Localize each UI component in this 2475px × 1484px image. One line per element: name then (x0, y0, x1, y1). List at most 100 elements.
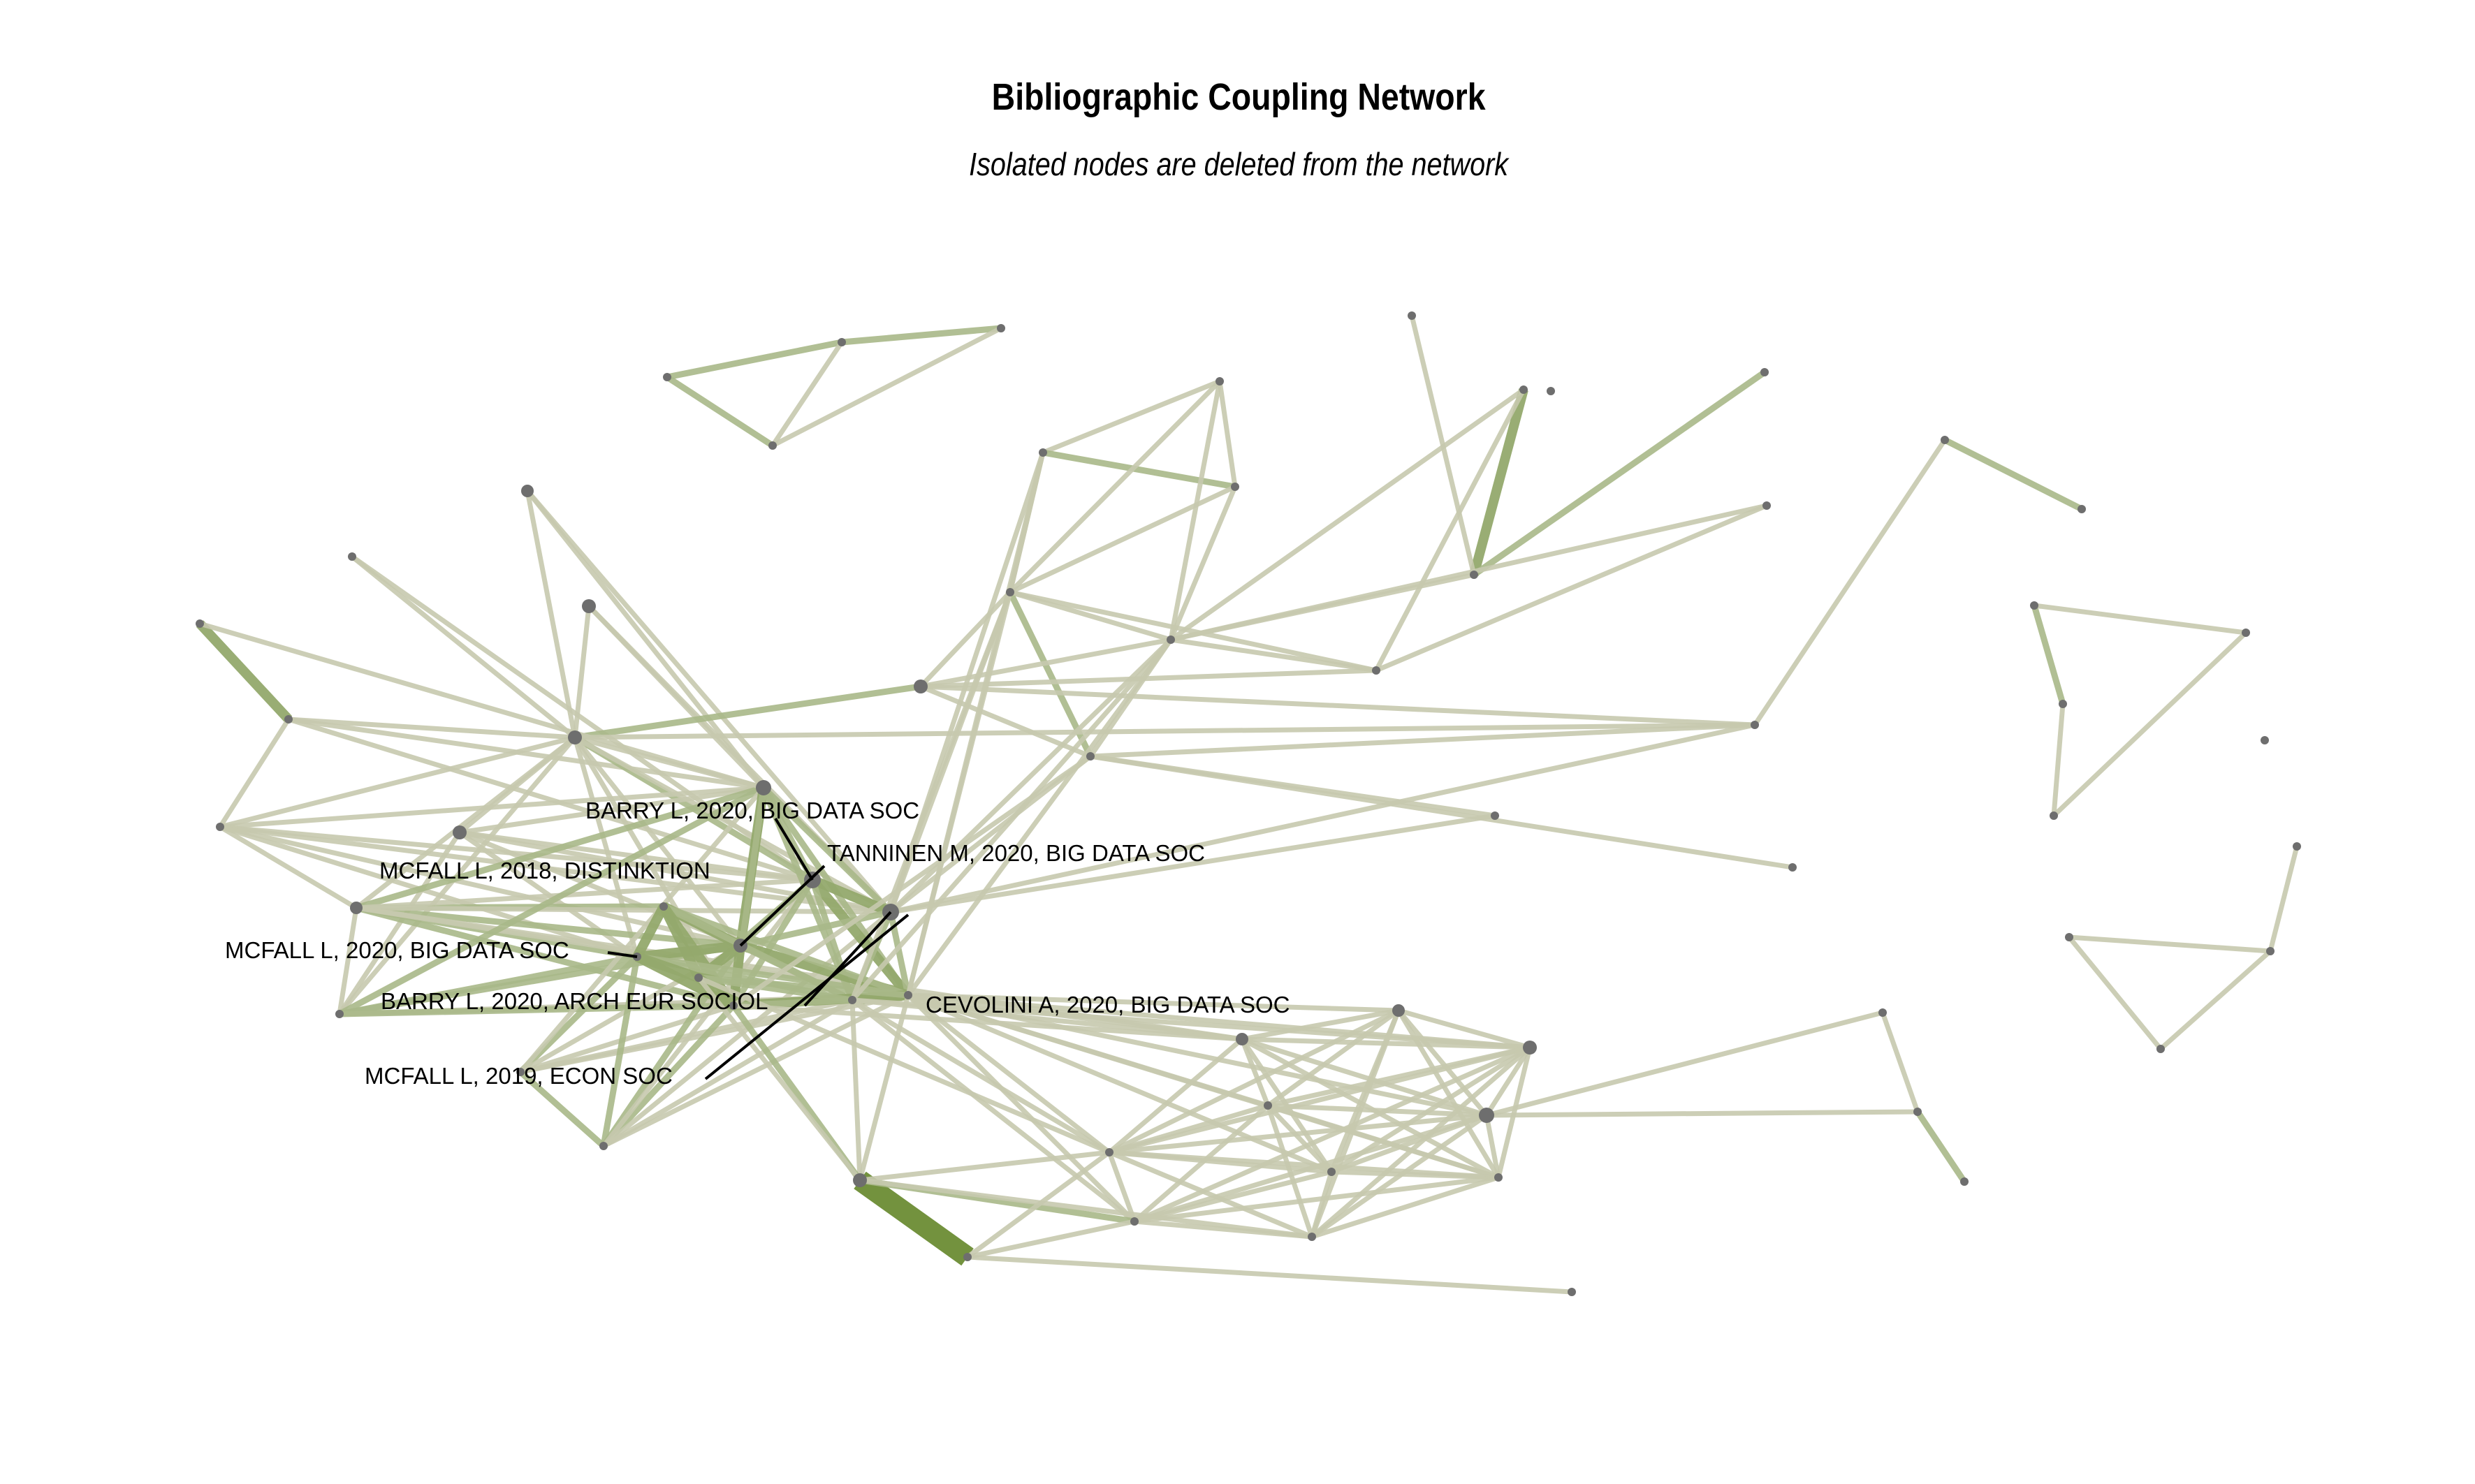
network-node (1105, 1148, 1114, 1156)
network-node (1130, 1217, 1139, 1226)
network-edge (355, 904, 735, 1009)
network-edge (849, 999, 863, 1181)
network-edge (1267, 1103, 1487, 1118)
network-edge (1373, 388, 1526, 672)
network-edge (1108, 1008, 1400, 1155)
network-edge (1486, 1010, 1883, 1118)
network-node (2050, 811, 2058, 820)
network-edge (1396, 1009, 1501, 1179)
network-edge (1266, 1008, 1401, 1108)
network-edge (1108, 1149, 1313, 1240)
network-edge (1134, 1169, 1332, 1224)
network-edge (666, 339, 842, 381)
network-node (1215, 377, 1224, 385)
network-node (1372, 666, 1380, 675)
label-layer: BARRY L, 2020, BIG DATA SOC TANNINEN M, 2… (225, 798, 1290, 1089)
node-label: BARRY L, 2020, ARCH EUR SOCIOL (381, 988, 768, 1014)
network-edge (1469, 388, 1528, 576)
network-node (1878, 1008, 1887, 1017)
network-node (284, 715, 293, 723)
network-edge (1109, 1045, 1531, 1155)
edge-layer (196, 315, 2300, 1295)
network-node (335, 1010, 344, 1018)
network-edge (854, 1171, 974, 1266)
network-edge (731, 754, 1093, 1008)
network-edge (920, 684, 1755, 728)
network-node (904, 991, 912, 999)
network-node (2078, 505, 2086, 513)
network-node (1167, 636, 1175, 644)
network-edge (288, 717, 576, 740)
node-label: MCFALL L, 2018, DISTINKTION (379, 858, 710, 883)
network-edge (1310, 1045, 1532, 1239)
network-node (1236, 1033, 1248, 1045)
network-node (521, 485, 534, 497)
network-node (568, 730, 582, 744)
network-edge (1090, 722, 1755, 759)
network-edge (356, 905, 891, 915)
label-leader-line (704, 913, 910, 1080)
network-edge (350, 554, 577, 740)
network-edge (771, 325, 1002, 448)
network-node (1086, 752, 1095, 761)
node-label: BARRY L, 2020, BIG DATA SOC (585, 798, 919, 823)
network-edge (733, 1003, 1243, 1042)
network-edge (1168, 381, 1222, 640)
network-node (1006, 588, 1014, 596)
network-edge (337, 907, 359, 1015)
network-node (1523, 1041, 1537, 1055)
network-node (853, 1173, 867, 1187)
network-node (659, 902, 668, 911)
network-edge (1109, 1103, 1269, 1155)
network-edge (2068, 934, 2271, 954)
network-edge (967, 1254, 1572, 1295)
network-edge (519, 1003, 735, 1075)
network-edge (219, 824, 358, 911)
network-edge (1107, 1037, 1244, 1154)
network-edge (850, 998, 1137, 1224)
network-node (196, 619, 204, 628)
network-edge (696, 976, 862, 1182)
network-edge (890, 813, 1496, 915)
network-edge (808, 876, 912, 999)
network-edge (2034, 603, 2247, 636)
network-edge (1266, 1103, 1334, 1174)
network-edge (632, 904, 669, 960)
network-edge (600, 956, 641, 1147)
network-edge (601, 1003, 736, 1149)
network-node (768, 441, 777, 450)
network-edge (1375, 503, 1768, 673)
network-edge (518, 1069, 606, 1149)
network-node (2030, 601, 2038, 610)
network-node (599, 1142, 608, 1150)
network-edge (1880, 1011, 1920, 1113)
network-edge (574, 683, 921, 741)
network-edge (525, 490, 578, 738)
network-edge (841, 325, 1002, 346)
network-edge (1134, 1175, 1499, 1224)
network-edge (1486, 1109, 1918, 1118)
chart-title: Bibliographic Coupling Network (991, 76, 1486, 118)
network-edge (1266, 1103, 1500, 1180)
network-node (2293, 842, 2301, 851)
network-edge (1008, 379, 1222, 594)
network-edge (1484, 1046, 1532, 1117)
network-edge (698, 974, 853, 1004)
node-label: TANNINEN M, 2020, BIG DATA SOC (827, 840, 1205, 866)
network-edge (906, 993, 1137, 1224)
network-edge (219, 824, 638, 960)
network-edge (1009, 484, 1236, 595)
network-node (1491, 811, 1499, 820)
network-edge (965, 1150, 1111, 1259)
network-edge (859, 1177, 1313, 1240)
network-node (1568, 1288, 1576, 1296)
network-edge (890, 722, 1755, 915)
network-edge (1170, 503, 1767, 642)
network-edge (1915, 1110, 1967, 1184)
network-edge (851, 997, 1111, 1155)
network-edge (1239, 1038, 1271, 1107)
network-edge (1310, 1175, 1500, 1240)
network-node (2065, 933, 2073, 941)
network-edge (525, 489, 893, 914)
